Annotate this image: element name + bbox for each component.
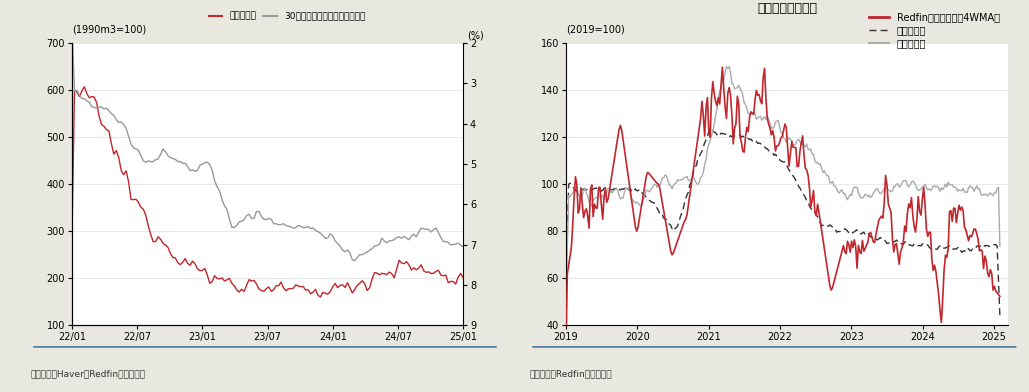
- Text: (2019=100): (2019=100): [566, 25, 625, 34]
- Text: 资料来源：Haver，Redfin，华泰研究: 资料来源：Haver，Redfin，华泰研究: [31, 369, 146, 378]
- Legend: Redfin房屋销售量（4WMA）, 成屋销售量, 新屋销售量: Redfin房屋销售量（4WMA）, 成屋销售量, 新屋销售量: [865, 9, 1003, 52]
- Text: 美国地产相关指标: 美国地产相关指标: [757, 2, 817, 15]
- Text: (%): (%): [467, 30, 484, 40]
- Text: 资料来源：Redfin，华泰研究: 资料来源：Redfin，华泰研究: [530, 369, 612, 378]
- Legend: 房贷申请量, 30年期固定利率房贷，右轴逆序: 房贷申请量, 30年期固定利率房贷，右轴逆序: [205, 8, 369, 24]
- Text: (1990m3=100): (1990m3=100): [72, 25, 146, 34]
